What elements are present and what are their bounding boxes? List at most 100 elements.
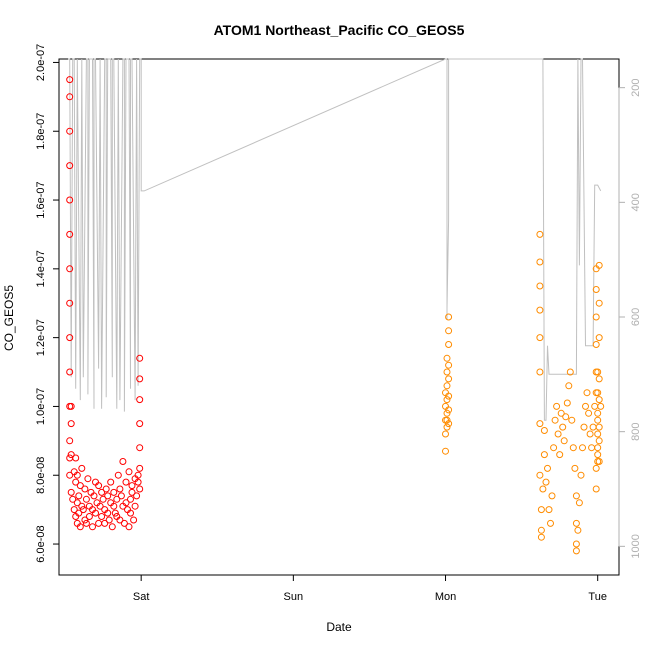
data-point-series-1 <box>66 299 74 307</box>
data-point-series-1 <box>125 468 133 476</box>
data-point-series-2 <box>442 447 449 455</box>
data-point-series-2 <box>591 402 599 410</box>
pressure-trace-line <box>68 58 602 421</box>
data-point-series-2 <box>595 299 603 307</box>
x-tick-label: Sun <box>284 591 304 603</box>
data-point-series-1 <box>67 402 75 410</box>
data-point-series-2 <box>572 547 580 555</box>
data-point-series-2 <box>545 506 553 514</box>
plot-frame <box>58 58 620 576</box>
y-tick-label: 8.0e-08 <box>35 457 47 494</box>
data-point-series-2 <box>595 423 603 431</box>
data-point-series-2 <box>563 399 571 407</box>
data-point-series-1 <box>89 523 96 531</box>
y-tick-label: 1.2e-07 <box>35 319 47 356</box>
data-point-series-1 <box>73 471 81 479</box>
y-axis-label: CO_GEOS5 <box>2 285 16 351</box>
y-tick-label: 6.0e-08 <box>35 525 47 562</box>
data-point-series-2 <box>443 382 451 390</box>
data-point-series-1 <box>136 485 144 493</box>
data-point-series-2 <box>556 451 564 459</box>
data-point-series-2 <box>585 409 593 417</box>
data-point-series-2 <box>595 334 603 342</box>
data-point-series-2 <box>443 423 451 431</box>
data-point-series-1 <box>105 516 113 524</box>
data-point-series-1 <box>66 196 74 204</box>
data-point-series-2 <box>580 423 588 431</box>
data-point-series-2 <box>572 492 580 500</box>
data-point-series-1 <box>78 502 86 510</box>
y-tick-label: 1.6e-07 <box>35 181 47 218</box>
data-point-series-2 <box>594 409 602 417</box>
data-point-series-2 <box>445 327 453 335</box>
data-point-series-2 <box>443 409 451 417</box>
data-point-series-2 <box>554 430 562 438</box>
data-point-series-1 <box>128 488 136 496</box>
data-point-series-1 <box>81 485 89 493</box>
data-point-series-1 <box>99 495 107 503</box>
data-point-series-2 <box>595 261 603 269</box>
data-point-series-2 <box>594 416 602 424</box>
data-point-series-2 <box>443 396 451 404</box>
data-point-series-2 <box>594 389 602 397</box>
data-point-series-1 <box>84 475 92 483</box>
data-point-series-1 <box>117 492 125 500</box>
data-point-series-1 <box>136 420 144 428</box>
data-point-series-2 <box>557 409 565 417</box>
data-point-series-2 <box>445 375 453 383</box>
data-point-series-1 <box>113 495 121 503</box>
data-point-series-1 <box>122 478 130 486</box>
x-axis-label: Date <box>326 620 352 634</box>
data-point-series-1 <box>125 523 133 531</box>
data-point-series-2 <box>539 485 547 493</box>
x-tick-label: Tue <box>588 591 607 603</box>
data-point-series-2 <box>594 430 602 438</box>
y2-tick-label: 1000 <box>630 534 642 558</box>
y2-tick-label: 800 <box>630 422 642 440</box>
data-point-series-1 <box>116 516 124 524</box>
data-point-series-2 <box>542 478 550 486</box>
data-point-series-1 <box>101 519 109 527</box>
data-point-series-1 <box>110 502 118 510</box>
data-point-series-2 <box>595 437 603 445</box>
data-point-series-1 <box>136 375 144 383</box>
data-point-series-2 <box>586 430 594 438</box>
data-point-series-2 <box>572 540 580 548</box>
y-tick-label: 2.0e-07 <box>35 44 47 81</box>
data-point-series-2 <box>536 230 544 238</box>
chart-title: ATOM1 Northeast_Pacific CO_GEOS5 <box>214 22 465 38</box>
data-point-series-2 <box>560 437 568 445</box>
data-point-series-2 <box>592 286 600 293</box>
data-point-series-1 <box>92 509 99 517</box>
data-point-series-2 <box>536 420 544 428</box>
data-point-series-2 <box>595 375 603 383</box>
data-point-series-2 <box>588 444 596 452</box>
data-point-series-2 <box>594 368 602 376</box>
data-point-series-2 <box>592 313 600 321</box>
data-point-series-1 <box>69 495 77 503</box>
data-point-series-2 <box>442 430 449 438</box>
data-point-series-1 <box>127 495 134 503</box>
data-point-series-2 <box>548 492 556 500</box>
data-point-series-1 <box>104 509 112 517</box>
data-point-series-2 <box>537 506 545 514</box>
data-point-series-1 <box>102 485 110 493</box>
data-point-series-1 <box>110 488 118 496</box>
data-point-series-2 <box>536 282 544 290</box>
data-point-series-2 <box>569 444 577 452</box>
data-point-series-1 <box>79 506 87 514</box>
data-point-series-1 <box>85 513 93 520</box>
data-point-series-1 <box>108 523 116 531</box>
data-point-series-1 <box>66 127 74 135</box>
y-tick-label: 1.4e-07 <box>35 250 47 287</box>
axes-layer: Sat Sun Mon Tue 6.0e-08 8.0e-08 1.0e-07 1.2e-07… <box>35 44 642 603</box>
data-point-series-2 <box>592 341 600 348</box>
data-point-series-2 <box>544 464 551 472</box>
data-point-series-2 <box>443 368 451 376</box>
x-tick-label: Mon <box>435 591 456 603</box>
data-point-series-2 <box>445 392 453 400</box>
data-point-series-2 <box>445 341 453 348</box>
data-point-series-1 <box>114 471 122 479</box>
data-point-series-1 <box>78 464 86 472</box>
data-point-series-1 <box>66 162 74 170</box>
